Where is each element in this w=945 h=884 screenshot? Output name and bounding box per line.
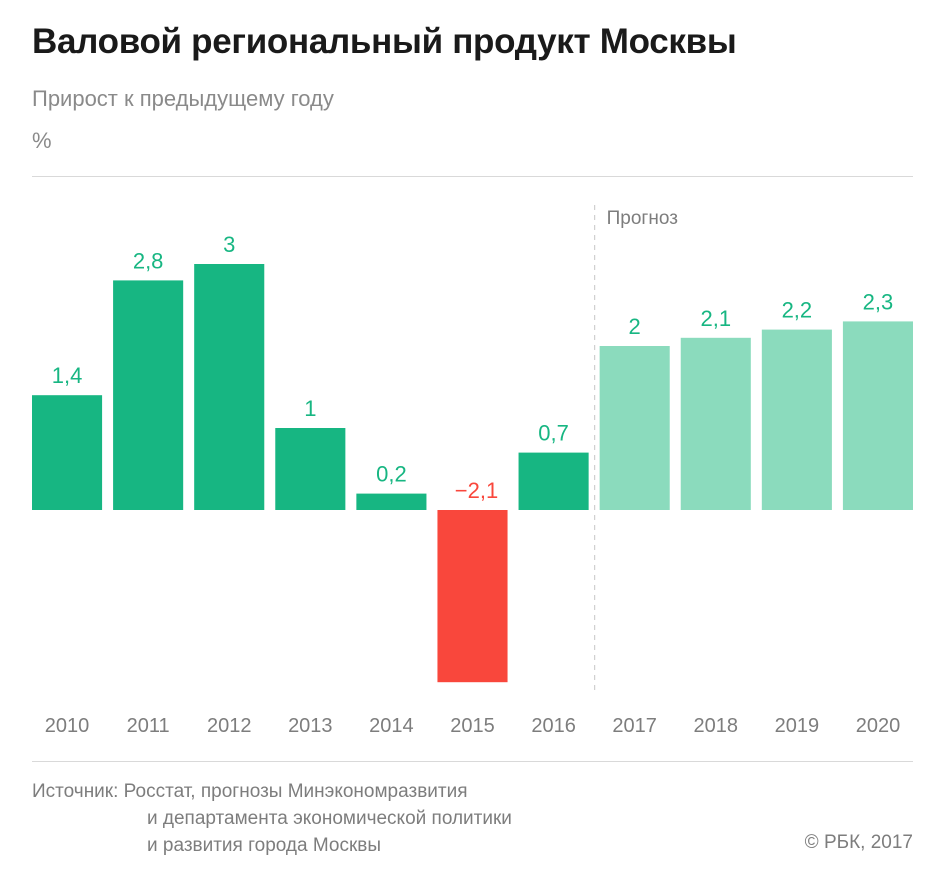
bar-2014 [356, 493, 427, 510]
value-label-2019: 2,2 [782, 298, 813, 323]
value-label-2017: 2 [629, 314, 641, 339]
value-label-2011: 2,8 [133, 248, 164, 273]
value-label-2016: 0,7 [538, 421, 569, 446]
bar-2017 [599, 346, 670, 510]
top-divider [32, 176, 913, 177]
x-tick-2013: 2013 [288, 715, 333, 737]
value-label-2014: 0,2 [376, 462, 407, 487]
x-tick-2017: 2017 [612, 715, 657, 737]
bar-2013 [275, 428, 346, 510]
x-tick-2010: 2010 [45, 715, 90, 737]
bottom-divider [32, 761, 913, 762]
forecast-label: Прогноз [607, 208, 678, 229]
x-tick-2020: 2020 [856, 715, 901, 737]
value-label-2015: −2,1 [455, 478, 498, 503]
copyright: © РБК, 2017 [804, 832, 913, 853]
unit-label: % [32, 128, 52, 153]
value-label-2018: 2,1 [700, 306, 731, 331]
x-tick-2018: 2018 [694, 715, 739, 737]
value-label-2012: 3 [223, 232, 235, 257]
x-tick-2012: 2012 [207, 715, 252, 737]
value-label-2013: 1 [304, 396, 316, 421]
chart-title: Валовой региональный продукт Москвы [32, 22, 737, 61]
bar-chart: Прогноз 1,4 2010 2,8 2011 3 2012 1 2013 0,2 2014 −2… [32, 205, 913, 737]
source-line-3: и развития города Москвы [147, 835, 382, 856]
source-label: Источник: [32, 781, 119, 802]
chart-subtitle: Прирост к предыдущему году [32, 86, 334, 111]
x-tick-2019: 2019 [775, 715, 820, 737]
bar-2011 [113, 280, 184, 510]
value-label-2020: 2,3 [863, 289, 894, 314]
x-tick-2016: 2016 [531, 715, 576, 737]
bar-2016 [518, 452, 589, 510]
bar-2018 [680, 337, 751, 510]
value-label-2010: 1,4 [52, 363, 83, 388]
bar-2010 [32, 395, 103, 510]
x-tick-2015: 2015 [450, 715, 495, 737]
source-line-2: и департамента экономической политики [147, 808, 512, 829]
bar-2012 [194, 264, 265, 510]
x-tick-2011: 2011 [127, 715, 170, 737]
bar-2019 [761, 329, 832, 510]
bar-2015 [437, 510, 508, 683]
source-line-1: Росстат, прогнозы Минэкономразвития [123, 781, 468, 802]
source-note: Источник: Росстат, прогнозы Минэкономраз… [32, 778, 512, 859]
bar-2020 [842, 321, 913, 510]
x-tick-2014: 2014 [369, 715, 414, 737]
